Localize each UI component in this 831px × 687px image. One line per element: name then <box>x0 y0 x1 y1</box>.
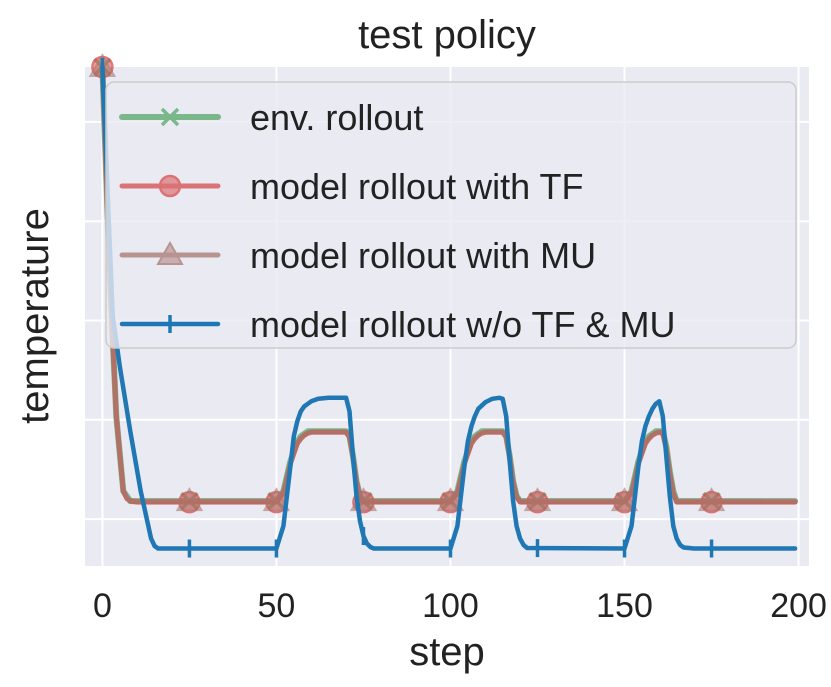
legend-marker-model-rollout-with-mu <box>156 240 184 265</box>
series-model-rollout-w-o-tf-mu <box>100 58 798 558</box>
legend-label-model-rollout-w-o-tf-mu: model rollout w/o TF & MU <box>250 304 675 345</box>
legend-marker-env-rollout <box>160 107 180 127</box>
legend-frame <box>105 81 797 349</box>
series-point-model-rollout-with-mu-25 <box>175 487 204 512</box>
x-tick-label-50: 50 <box>258 587 296 625</box>
legend-item-model-rollout-with-mu[interactable] <box>119 240 221 265</box>
legend-marker-model-rollout-with-tf <box>158 174 182 198</box>
legend-label-env-rollout: env. rollout <box>250 97 423 138</box>
x-ticks: 0 50 100 150 200 <box>93 587 827 625</box>
y-axis-label: temperature <box>13 208 57 424</box>
x-tick-label-100: 100 <box>422 587 479 625</box>
legend-label-model-rollout-with-mu: model rollout with MU <box>250 235 596 276</box>
x-tick-label-0: 0 <box>93 587 112 625</box>
x-tick-label-200: 200 <box>770 587 827 625</box>
series-layer <box>88 52 799 558</box>
legend-label-model-rollout-with-tf: model rollout with TF <box>250 166 583 207</box>
legend-item-model-rollout-with-tf[interactable] <box>119 174 221 198</box>
chart-title: test policy <box>358 13 536 57</box>
legend-item-env-rollout[interactable] <box>119 107 221 127</box>
x-tick-label-150: 150 <box>596 587 653 625</box>
series-line-model-rollout-w-o-tf-mu <box>100 64 798 551</box>
series-point-model-rollout-with-mu-175 <box>697 487 726 512</box>
series-point-model-rollout-with-mu-150 <box>610 487 639 512</box>
legend-item-model-rollout-w-o-tf-mu[interactable] <box>119 315 221 333</box>
x-axis-label: step <box>409 630 485 674</box>
series-point-model-rollout-with-mu-100 <box>436 487 465 512</box>
series-point-model-rollout-with-mu-125 <box>523 487 552 512</box>
legend[interactable]: env. rollout model rollout with TF model r… <box>105 81 797 349</box>
series-point-model-rollout-with-mu-50 <box>262 487 291 512</box>
